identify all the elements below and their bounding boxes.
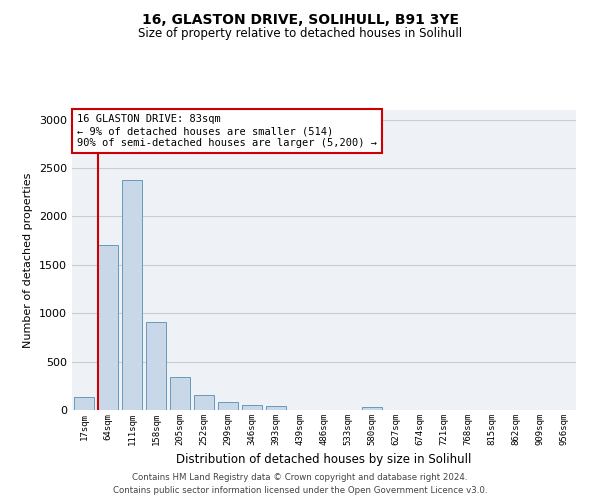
Bar: [242, 404, 262, 410]
Text: Contains public sector information licensed under the Open Government Licence v3: Contains public sector information licen…: [113, 486, 487, 495]
Bar: [170, 377, 190, 410]
Text: 16 GLASTON DRIVE: 83sqm
← 9% of detached houses are smaller (514)
90% of semi-de: 16 GLASTON DRIVE: 83sqm ← 9% of detached…: [77, 114, 377, 148]
Bar: [266, 406, 286, 410]
Bar: [146, 322, 166, 410]
Text: Size of property relative to detached houses in Solihull: Size of property relative to detached ho…: [138, 28, 462, 40]
Text: Contains HM Land Registry data © Crown copyright and database right 2024.: Contains HM Land Registry data © Crown c…: [132, 472, 468, 482]
Bar: [74, 398, 94, 410]
X-axis label: Distribution of detached houses by size in Solihull: Distribution of detached houses by size …: [176, 454, 472, 466]
Text: 16, GLASTON DRIVE, SOLIHULL, B91 3YE: 16, GLASTON DRIVE, SOLIHULL, B91 3YE: [142, 12, 458, 26]
Y-axis label: Number of detached properties: Number of detached properties: [23, 172, 34, 348]
Bar: [362, 407, 382, 410]
Bar: [122, 180, 142, 410]
Bar: [194, 396, 214, 410]
Bar: [98, 246, 118, 410]
Bar: [218, 402, 238, 410]
